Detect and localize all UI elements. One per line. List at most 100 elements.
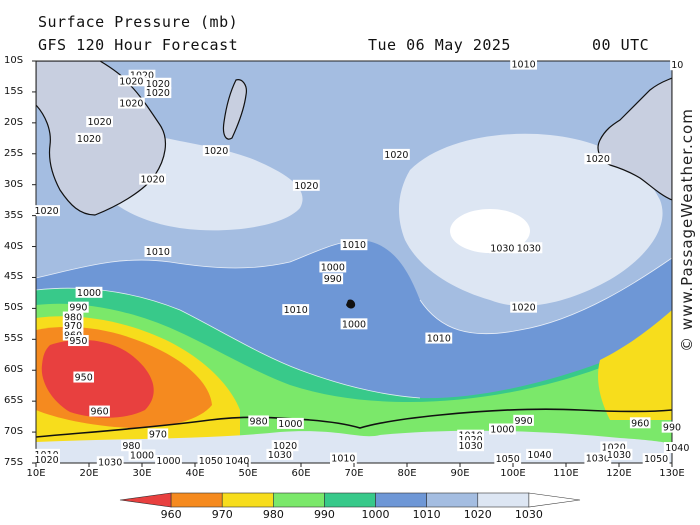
isobar-label: 1000 (490, 424, 514, 435)
isobar-label-bg (33, 453, 60, 465)
landmass-australia (597, 77, 672, 201)
legend-swatch (273, 492, 325, 508)
isobar-label-bg (494, 453, 522, 465)
isobar-label: 1030 (459, 441, 483, 452)
legend-label: 990 (313, 508, 335, 521)
isobar-label: 1010 (146, 247, 170, 258)
lon-label: 30E (132, 468, 152, 479)
isobar-label-bg (340, 318, 368, 330)
lon-label: 130E (659, 468, 685, 479)
isobar-label-bg (62, 329, 84, 341)
lon-label: 120E (606, 468, 632, 479)
isobar-label-bg (271, 440, 299, 452)
legend-label: 980 (262, 508, 284, 521)
lat-label: 60S (4, 364, 24, 376)
isobar-label: 970 (64, 321, 82, 332)
lat-label: 10S (4, 55, 24, 66)
isobar-label-bg (197, 455, 225, 467)
isobar-label-bg (121, 440, 142, 452)
isobar-label-bg (383, 148, 410, 160)
isobar-label: 1000 (77, 288, 101, 299)
isobar-label: 1020 (602, 442, 626, 453)
isobar-label-bg (629, 417, 651, 429)
lat-label: 20S (4, 116, 24, 128)
lat-label: 15S (4, 85, 24, 97)
isobar-label-bg (96, 456, 124, 468)
isobar-label-bg (584, 153, 612, 165)
lon-label: 90E (450, 468, 470, 479)
isobar-label: 1020 (384, 150, 408, 161)
isobar-label-bg (68, 335, 89, 347)
landmass-madagascar (222, 79, 247, 140)
isobar-label-bg (75, 286, 103, 298)
isobar-label: 1020 (35, 455, 59, 466)
legend-swatch (426, 492, 479, 508)
lat-label: 35S (4, 209, 24, 221)
lat-label: 30S (4, 178, 24, 190)
legend-swatch (477, 492, 530, 508)
isobar-label-bg (282, 304, 310, 316)
isobar-label-bg (425, 332, 453, 344)
isobar-label: 1010 (331, 454, 355, 465)
lon-label: 60E (291, 468, 311, 479)
isobar-label: 990 (324, 274, 342, 285)
isobar-label-bg (62, 320, 84, 332)
isobar-label: 990 (69, 303, 87, 314)
lon-label: 80E (397, 468, 417, 479)
legend-swatch (324, 492, 376, 508)
isobar-label: 990 (663, 423, 681, 434)
legend-swatch-low (119, 492, 172, 508)
isobar-label-bg (73, 371, 94, 383)
isobar-label-bg (457, 440, 484, 452)
isobar-label: 960 (91, 407, 109, 418)
isobar-label-bg (661, 421, 683, 433)
watermark-text: © www.PassageWeather.com (678, 108, 696, 352)
isobar-label: 1020 (141, 175, 165, 186)
isobar-label-bg (128, 69, 156, 81)
isobar-label: 1010 (342, 240, 366, 251)
isobar-label-bg (75, 132, 103, 144)
isobar-label-bg (144, 87, 172, 99)
isobar-label: 1000 (278, 419, 302, 430)
legend-label: 1010 (412, 508, 441, 521)
forecast-time: 00 UTC (592, 36, 650, 54)
isobar-label-bg (489, 423, 516, 435)
isobar-label-bg (144, 245, 172, 257)
isobar-label-bg (155, 455, 182, 467)
isobar-label: 1030 (517, 243, 541, 254)
isobar-label: 1020 (119, 76, 143, 87)
isobar-label: 950 (69, 336, 87, 347)
isobar-label: 1000 (130, 450, 154, 461)
lat-label: 70S (4, 426, 24, 438)
legend-swatch (375, 492, 427, 508)
isobar-label-bg (248, 415, 269, 427)
isobar-label-bg (86, 116, 113, 128)
isobar-label: 1020 (146, 79, 170, 90)
isobar-label-bg (605, 448, 633, 460)
isobar-label-bg (62, 311, 84, 323)
legend-swatch (170, 492, 223, 508)
lat-label: 45S (4, 271, 24, 283)
isobar-label-bg (515, 242, 543, 254)
isobar-label-bg (277, 417, 304, 429)
isobar-label-bg (457, 433, 484, 445)
isobar-label-bg (144, 77, 172, 89)
isobar-label-bg (118, 97, 145, 109)
isobar-label: 1020 (204, 146, 228, 157)
isobar-label: 1030 (607, 450, 631, 461)
lon-label: 50E (238, 468, 258, 479)
isobar-label: 1050 (199, 456, 223, 467)
isobar-label-bg (330, 452, 357, 464)
legend-swatch (221, 492, 274, 508)
isobar-label-bg (526, 448, 553, 460)
forecast-label: GFS 120 Hour Forecast (38, 36, 239, 54)
isobar-label: 1000 (156, 456, 180, 467)
isobar-label-bg (139, 173, 166, 185)
isobar-line (36, 239, 361, 279)
isobar-label: 980 (122, 441, 140, 452)
isobar-label: 1000 (321, 262, 345, 273)
isobar-label: 1010 (427, 334, 451, 345)
isobar-label-bg (118, 75, 145, 87)
lat-label: 65S (4, 395, 24, 407)
